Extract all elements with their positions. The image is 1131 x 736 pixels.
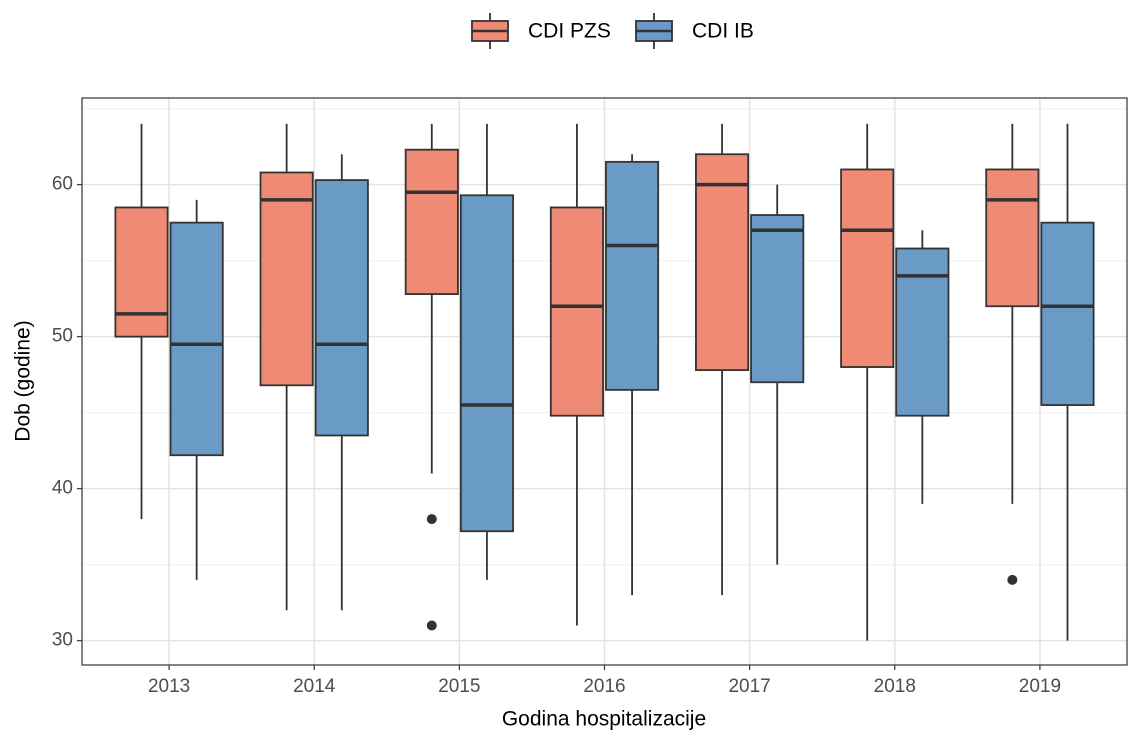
outlier [1007, 574, 1018, 585]
box-group [605, 154, 660, 596]
x-axis-title: Godina hospitalizacije [502, 708, 706, 731]
box-group [404, 123, 459, 631]
box [985, 168, 1040, 308]
box-group [114, 123, 169, 520]
box-group [549, 123, 604, 626]
y-axis-title: Dob (godine) [12, 320, 35, 441]
box-group [259, 123, 314, 611]
box [314, 179, 369, 437]
outlier [426, 514, 437, 525]
box [404, 148, 459, 295]
legend-label: CDI IB [692, 20, 754, 43]
box-group [985, 123, 1040, 585]
box [605, 160, 660, 391]
legend-item: CDI PZS [471, 13, 611, 49]
legend-label: CDI PZS [528, 20, 611, 43]
box [169, 221, 224, 457]
y-tick-label: 40 [52, 478, 73, 499]
outlier [426, 620, 437, 631]
box [1040, 221, 1095, 406]
y-tick-label: 60 [52, 174, 73, 195]
x-tick-label: 2014 [293, 676, 336, 697]
box-group [750, 184, 805, 565]
x-tick-label: 2013 [148, 676, 190, 697]
x-tick-label: 2016 [583, 676, 625, 697]
x-tick-label: 2018 [874, 676, 916, 697]
legend: CDI PZS CDI IB [471, 13, 754, 49]
box-group [895, 230, 950, 504]
legend-item: CDI IB [635, 13, 754, 49]
marks [114, 123, 1095, 641]
box [459, 194, 514, 533]
x-tick-label: 2017 [728, 676, 770, 697]
box-group [840, 123, 895, 641]
box [549, 206, 604, 417]
box [114, 206, 169, 338]
box [895, 247, 950, 417]
box-group [314, 154, 369, 611]
box [695, 153, 750, 371]
y-tick-label: 30 [52, 630, 73, 651]
box [259, 171, 314, 387]
box-group [169, 199, 224, 580]
box [840, 168, 895, 368]
x-tick-label: 2015 [438, 676, 480, 697]
box [750, 214, 805, 384]
grid [82, 98, 1127, 665]
y-tick-label: 50 [52, 326, 73, 347]
x-tick-label: 2019 [1019, 676, 1061, 697]
box-group [695, 123, 750, 596]
box-group [459, 123, 514, 580]
box-group [1040, 123, 1095, 641]
